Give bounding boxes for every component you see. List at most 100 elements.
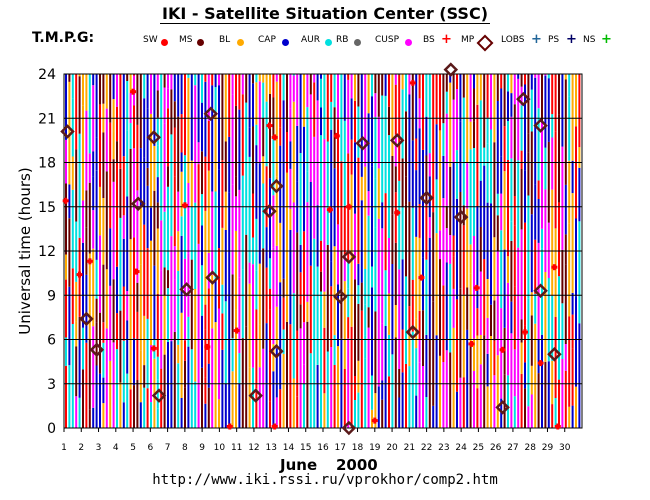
bow-shock-marker bbox=[499, 346, 506, 353]
x-tick-label: 5 bbox=[130, 443, 136, 453]
x-tick-label: 11 bbox=[231, 443, 242, 453]
legend-symbol bbox=[354, 39, 361, 46]
magnetopause-marker bbox=[130, 196, 146, 212]
x-tick-label: 29 bbox=[542, 443, 554, 453]
x-tick-label: 12 bbox=[248, 443, 259, 453]
bow-shock-marker bbox=[468, 340, 475, 347]
x-tick-label: 28 bbox=[524, 443, 536, 453]
legend-item-ns: NS + bbox=[583, 32, 612, 47]
source-url[interactable]: http://www.iki.rssi.ru/vprokhor/comp2.ht… bbox=[152, 472, 498, 488]
legend-label: CUSP bbox=[375, 35, 400, 45]
bow-shock-marker bbox=[409, 79, 416, 86]
bow-shock-marker bbox=[326, 206, 333, 213]
bow-shock-marker bbox=[537, 360, 544, 367]
legend-label: AUR bbox=[301, 35, 320, 45]
x-tick-label: 22 bbox=[421, 443, 432, 453]
x-tick-label: 17 bbox=[335, 443, 346, 453]
x-tick-label: 7 bbox=[165, 443, 171, 453]
x-tick-label: 13 bbox=[265, 443, 276, 453]
legend-label: CAP bbox=[258, 35, 276, 45]
y-tick-label: 0 bbox=[47, 421, 56, 437]
y-tick-label: 3 bbox=[47, 377, 56, 393]
bow-shock-marker bbox=[473, 284, 480, 291]
magnetopause-marker bbox=[248, 388, 263, 403]
x-tick-label: 20 bbox=[386, 443, 398, 453]
magnetopause-marker bbox=[60, 124, 75, 139]
y-tick-label: 21 bbox=[38, 111, 56, 127]
magnetopause-marker bbox=[443, 62, 459, 77]
bow-shock-marker bbox=[554, 423, 561, 430]
x-tick-label: 19 bbox=[369, 443, 381, 453]
bow-shock-marker bbox=[522, 329, 528, 336]
magnetopause-marker bbox=[533, 118, 548, 133]
bow-shock-marker bbox=[226, 423, 233, 430]
legend-symbol: + bbox=[601, 32, 612, 47]
legend-label: MP bbox=[461, 35, 475, 45]
y-tick-label: 6 bbox=[47, 333, 56, 349]
magnetopause-marker bbox=[89, 342, 105, 358]
legend-symbol bbox=[237, 39, 244, 46]
legend-symbol: + bbox=[531, 32, 542, 47]
magnetopause-marker bbox=[262, 203, 277, 219]
bow-shock-marker bbox=[266, 122, 273, 129]
bow-shock-marker bbox=[133, 268, 140, 275]
bow-shock-marker bbox=[62, 197, 69, 204]
legend-item-bs: BS + bbox=[423, 32, 452, 47]
x-tick-label: 21 bbox=[404, 443, 415, 453]
magnetopause-marker bbox=[389, 133, 405, 148]
legend-label: PS bbox=[548, 35, 560, 45]
legend-item-bl: BL bbox=[219, 35, 244, 46]
x-tick-label: 9 bbox=[199, 443, 205, 453]
y-axis-label: Universal time (hours) bbox=[16, 167, 34, 334]
magnetopause-marker bbox=[547, 347, 562, 362]
y-tick-label: 9 bbox=[47, 288, 56, 304]
x-axis-month-label: June bbox=[280, 456, 318, 474]
x-tick-label: 6 bbox=[147, 443, 153, 453]
magnetopause-marker bbox=[341, 249, 357, 265]
legend-symbol bbox=[282, 39, 289, 46]
magnetopause-marker bbox=[453, 209, 469, 225]
legend-item-ms: MS bbox=[179, 35, 204, 46]
x-tick-label: 3 bbox=[96, 443, 102, 453]
bow-shock-marker bbox=[371, 417, 378, 424]
legend-item-rb: RB bbox=[336, 35, 361, 46]
bow-shock-marker bbox=[130, 88, 137, 95]
magnetopause-marker bbox=[146, 130, 162, 145]
x-tick-label: 25 bbox=[473, 443, 484, 453]
y-tick-label: 12 bbox=[38, 244, 56, 260]
x-tick-label: 8 bbox=[182, 443, 188, 453]
x-tick-label: 18 bbox=[352, 443, 364, 453]
magnetopause-marker bbox=[333, 289, 348, 304]
legend-item-cap: CAP bbox=[258, 35, 289, 46]
magnetopause-marker bbox=[405, 324, 421, 340]
x-tick-label: 30 bbox=[559, 443, 571, 453]
bow-shock-marker bbox=[333, 132, 340, 139]
legend-label: LOBS bbox=[501, 35, 525, 45]
magnetopause-marker bbox=[419, 190, 434, 206]
bow-shock-marker bbox=[150, 345, 157, 352]
bow-shock-marker bbox=[233, 327, 240, 334]
bow-shock-marker bbox=[551, 264, 558, 271]
legend-label: BL bbox=[219, 35, 231, 45]
bow-shock-marker bbox=[181, 202, 188, 209]
magnetopause-marker bbox=[79, 311, 94, 327]
x-tick-label: 27 bbox=[507, 443, 518, 453]
legend-item-sw: SW bbox=[143, 35, 168, 46]
x-tick-label: 1 bbox=[61, 443, 67, 453]
legend-item-ps: PS + bbox=[548, 32, 577, 47]
x-tick-label: 23 bbox=[438, 443, 449, 453]
magnetopause-marker bbox=[269, 178, 284, 194]
magnetopause-marker bbox=[179, 282, 194, 297]
legend-symbol bbox=[325, 39, 332, 46]
legend-item-aur: AUR bbox=[301, 35, 332, 46]
satellite-label: T.M.P.G: bbox=[32, 30, 95, 46]
x-tick-label: 10 bbox=[214, 443, 226, 453]
bow-shock-marker bbox=[418, 274, 425, 281]
magnetopause-marker bbox=[533, 283, 548, 299]
bow-shock-marker bbox=[394, 209, 401, 216]
legend-label: MS bbox=[179, 35, 193, 45]
magnetopause-marker bbox=[205, 270, 220, 285]
x-tick-label: 4 bbox=[113, 443, 119, 453]
legend-item-lobs: LOBS + bbox=[501, 32, 542, 47]
